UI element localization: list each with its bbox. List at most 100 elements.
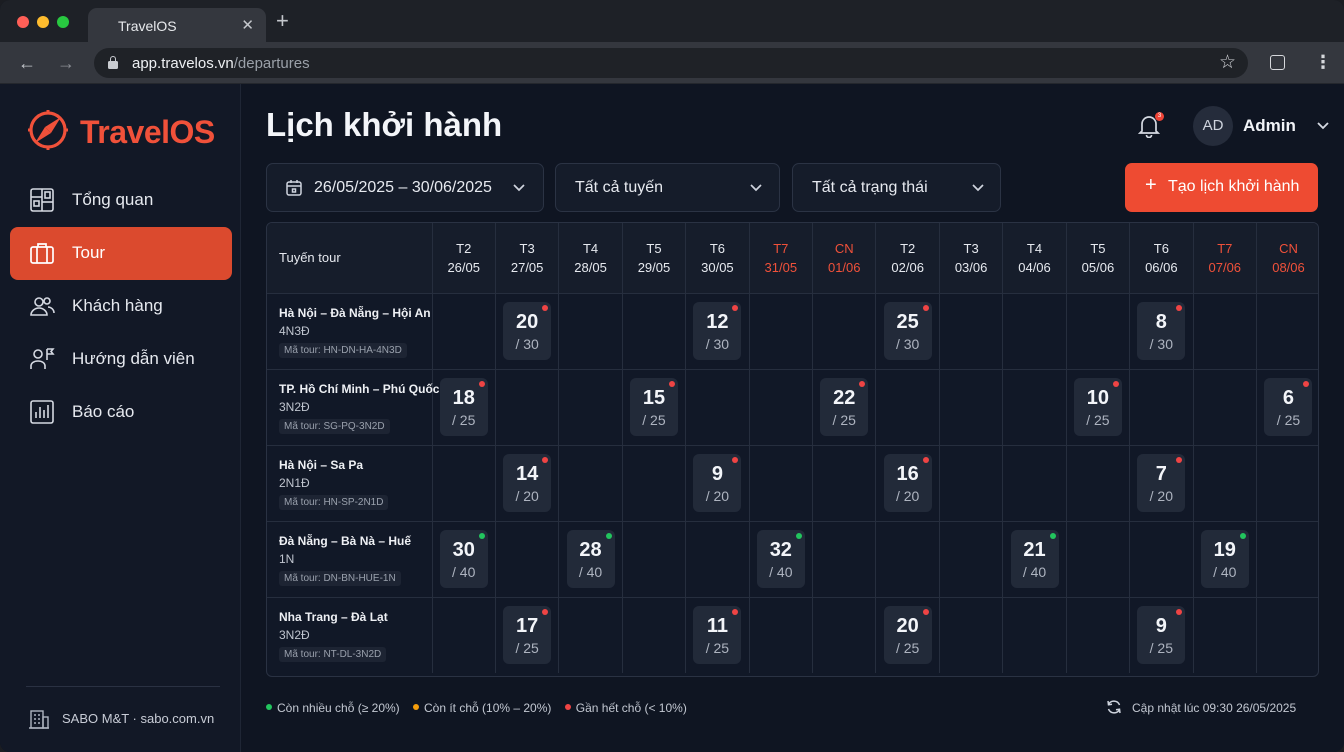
day-cell[interactable]: [1256, 293, 1318, 370]
day-cell[interactable]: [939, 445, 1004, 522]
day-cell[interactable]: [432, 293, 496, 370]
departure-slot[interactable]: 17 / 25: [503, 606, 552, 665]
day-cell[interactable]: [939, 597, 1004, 673]
departure-slot[interactable]: 12 / 30: [693, 302, 742, 360]
day-cell[interactable]: [1002, 293, 1067, 370]
departure-slot[interactable]: 14 / 20: [503, 454, 552, 512]
day-cell[interactable]: [749, 445, 814, 522]
day-cell[interactable]: [495, 369, 560, 446]
day-cell[interactable]: 20 / 25: [875, 597, 940, 673]
status-filter[interactable]: Tất cả trạng thái: [792, 163, 1001, 212]
sidebar-item-tour[interactable]: Tour: [10, 227, 232, 280]
day-cell[interactable]: [1129, 369, 1194, 446]
day-cell[interactable]: 20 / 30: [495, 293, 560, 370]
day-cell[interactable]: [1256, 445, 1318, 522]
day-cell[interactable]: [558, 293, 623, 370]
departure-slot[interactable]: 21 / 40: [1010, 530, 1059, 588]
day-cell[interactable]: 14 / 20: [495, 445, 560, 522]
departure-slot[interactable]: 28 / 40: [566, 530, 615, 588]
refresh-icon[interactable]: [1106, 699, 1122, 715]
day-cell[interactable]: [812, 521, 877, 598]
browser-tab[interactable]: TravelOS ✕: [88, 8, 266, 42]
day-cell[interactable]: [1066, 293, 1131, 370]
minimize-window-button[interactable]: [37, 16, 49, 28]
tab-close-icon[interactable]: ✕: [241, 17, 254, 34]
day-cell[interactable]: [812, 293, 877, 370]
departure-slot[interactable]: 30 / 40: [439, 530, 488, 588]
route-cell[interactable]: TP. Hồ Chí Minh – Phú Quốc 3N2Đ Mã tour: S…: [267, 369, 439, 446]
day-cell[interactable]: [495, 521, 560, 598]
day-cell[interactable]: 22 / 25: [812, 369, 877, 446]
departure-slot[interactable]: 20 / 30: [503, 302, 552, 360]
close-window-button[interactable]: [17, 16, 29, 28]
day-cell[interactable]: 6 / 25: [1256, 369, 1318, 446]
day-cell[interactable]: 9 / 25: [1129, 597, 1194, 673]
day-cell[interactable]: [1066, 521, 1131, 598]
sidebar-item-overview[interactable]: Tổng quan: [10, 174, 232, 227]
day-cell[interactable]: [1002, 445, 1067, 522]
day-cell[interactable]: 30 / 40: [432, 521, 496, 598]
day-cell[interactable]: [622, 597, 687, 673]
day-cell[interactable]: 28 / 40: [558, 521, 623, 598]
day-cell[interactable]: [1002, 369, 1067, 446]
day-cell[interactable]: [1193, 597, 1257, 673]
day-cell[interactable]: [1066, 597, 1131, 673]
browser-menu-icon[interactable]: ⋮: [1314, 52, 1332, 72]
route-cell[interactable]: Hà Nội – Sa Pa 2N1Đ Mã tour: HN-SP-2N1D: [267, 445, 433, 522]
day-cell[interactable]: [558, 369, 623, 446]
sidebar-item-reports[interactable]: Báo cáo: [10, 386, 232, 439]
day-cell[interactable]: 18 / 25: [432, 369, 496, 446]
route-cell[interactable]: Hà Nội – Đà Nẵng – Hội An 4N3Đ Mã tour: HN…: [267, 293, 433, 370]
route-filter[interactable]: Tất cả tuyến: [555, 163, 780, 212]
day-cell[interactable]: 12 / 30: [685, 293, 750, 370]
day-cell[interactable]: 10 / 25: [1066, 369, 1131, 446]
day-cell[interactable]: [1193, 369, 1257, 446]
day-cell[interactable]: 15 / 25: [622, 369, 687, 446]
day-cell[interactable]: [875, 369, 940, 446]
extensions-icon[interactable]: [1270, 55, 1285, 70]
departure-slot[interactable]: 9 / 20: [693, 454, 742, 512]
departure-slot[interactable]: 6 / 25: [1264, 378, 1313, 436]
day-cell[interactable]: [939, 293, 1004, 370]
day-cell[interactable]: [685, 521, 750, 598]
day-cell[interactable]: [939, 369, 1004, 446]
day-cell[interactable]: [1256, 521, 1318, 598]
departure-slot[interactable]: 7 / 20: [1137, 454, 1186, 512]
day-cell[interactable]: [1256, 597, 1318, 673]
day-cell[interactable]: 11 / 25: [685, 597, 750, 673]
day-cell[interactable]: [812, 445, 877, 522]
day-cell[interactable]: [558, 445, 623, 522]
day-cell[interactable]: [622, 293, 687, 370]
day-cell[interactable]: [432, 445, 496, 522]
day-cell[interactable]: [749, 369, 814, 446]
day-cell[interactable]: [1066, 445, 1131, 522]
departure-slot[interactable]: 20 / 25: [883, 606, 932, 665]
day-cell[interactable]: [875, 521, 940, 598]
day-cell[interactable]: 19 / 40: [1193, 521, 1257, 598]
day-cell[interactable]: [1129, 521, 1194, 598]
maximize-window-button[interactable]: [57, 16, 69, 28]
departure-slot[interactable]: 11 / 25: [693, 606, 742, 665]
day-cell[interactable]: [1193, 293, 1257, 370]
day-cell[interactable]: [622, 521, 687, 598]
day-cell[interactable]: [939, 521, 1004, 598]
bookmark-star-icon[interactable]: ☆: [1218, 52, 1236, 73]
day-cell[interactable]: [1002, 597, 1067, 673]
day-cell[interactable]: 16 / 20: [875, 445, 940, 522]
day-cell[interactable]: 32 / 40: [749, 521, 814, 598]
sidebar-item-guides[interactable]: Hướng dẫn viên: [10, 333, 232, 386]
day-cell[interactable]: [749, 597, 814, 673]
day-cell[interactable]: [432, 597, 496, 673]
departure-slot[interactable]: 10 / 25: [1073, 378, 1122, 436]
day-cell[interactable]: [685, 369, 750, 446]
departure-slot[interactable]: 22 / 25: [820, 378, 869, 436]
bell-icon[interactable]: [1138, 114, 1160, 138]
day-cell[interactable]: 21 / 40: [1002, 521, 1067, 598]
departure-slot[interactable]: 9 / 25: [1137, 606, 1186, 665]
departure-slot[interactable]: 8 / 30: [1137, 302, 1186, 360]
departure-slot[interactable]: 32 / 40: [756, 530, 805, 588]
day-cell[interactable]: [622, 445, 687, 522]
route-cell[interactable]: Đà Nẵng – Bà Nà – Huế 1N Mã tour: DN-BN-HU…: [267, 521, 433, 598]
day-cell[interactable]: [1193, 445, 1257, 522]
day-cell[interactable]: 8 / 30: [1129, 293, 1194, 370]
